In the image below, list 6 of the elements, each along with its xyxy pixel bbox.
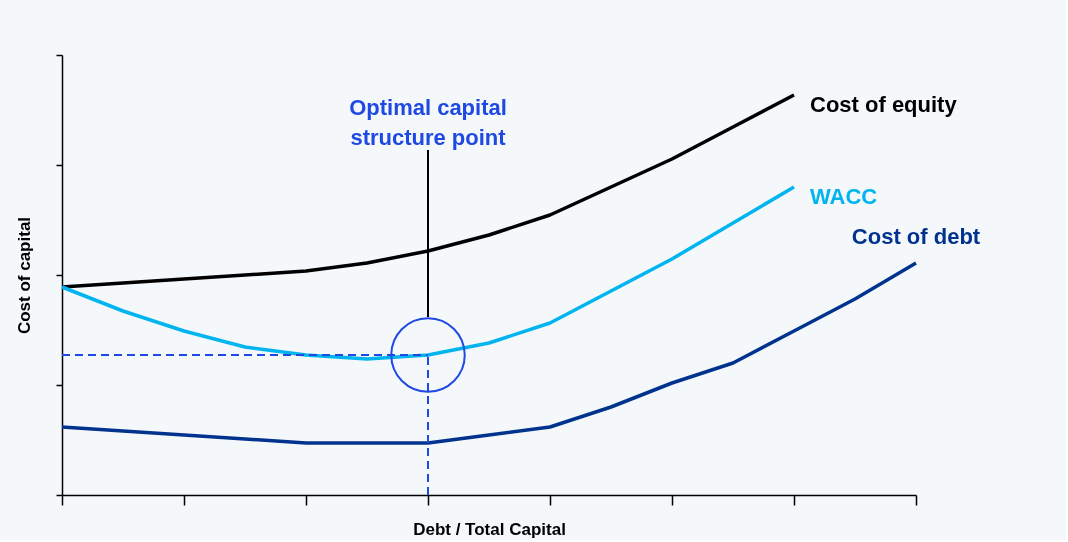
- series-label: Cost of debt: [851, 224, 981, 249]
- y-axis-title: Cost of capital: [14, 216, 34, 335]
- annotation: Optimal capital structure point: [349, 95, 507, 150]
- series-label: WACC: [810, 184, 878, 209]
- series-label: Cost of equity: [810, 92, 958, 117]
- x-axis-title: Debt / Total Capital: [413, 519, 566, 539]
